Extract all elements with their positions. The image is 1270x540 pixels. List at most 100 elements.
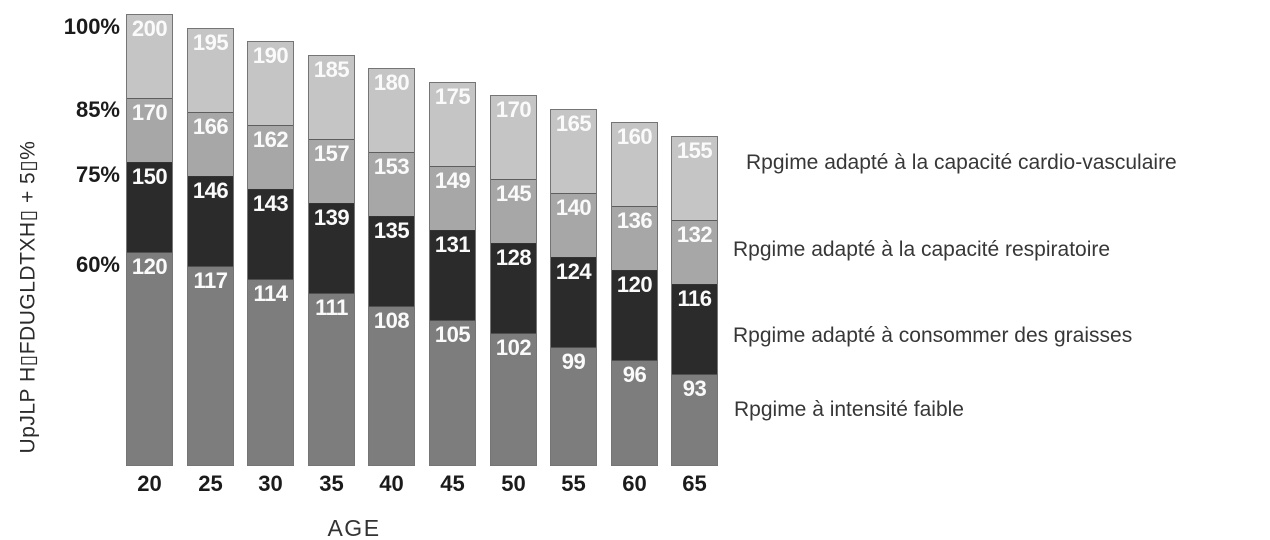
bar-age-40: 180 153 135 108 xyxy=(368,68,415,466)
segment-value: 190 xyxy=(252,43,289,68)
segment: 131 xyxy=(430,230,475,320)
segment: 135 xyxy=(369,216,414,306)
segment-value: 114 xyxy=(253,280,289,306)
segment: 114 xyxy=(248,278,293,466)
bar-age-65: 155 132 116 93 xyxy=(671,136,718,466)
segment-value: 146 xyxy=(192,178,229,204)
segment-value: 150 xyxy=(131,164,168,190)
segment: 145 xyxy=(491,178,536,244)
segment: 200 xyxy=(127,15,172,98)
segment: 160 xyxy=(612,123,657,206)
bar-age-35: 185 157 139 111 xyxy=(308,55,355,466)
segment-value: 128 xyxy=(495,245,532,271)
segment: 149 xyxy=(430,165,475,231)
segment-value: 165 xyxy=(555,111,592,136)
x-tick-35: 35 xyxy=(319,471,344,496)
segment-value: 111 xyxy=(315,294,348,320)
y-tick-60pct: 60% xyxy=(75,252,120,277)
segment: 116 xyxy=(672,284,717,374)
segment: 153 xyxy=(369,151,414,217)
segment-value: 200 xyxy=(131,16,168,41)
segment: 105 xyxy=(430,319,475,465)
segment: 120 xyxy=(127,251,172,465)
segment-value: 175 xyxy=(434,84,471,109)
segment: 162 xyxy=(248,124,293,190)
x-tick-40: 40 xyxy=(379,471,404,496)
segment-value: 140 xyxy=(555,194,592,220)
segment: 195 xyxy=(188,29,233,112)
segment-value: 124 xyxy=(555,259,592,285)
x-tick-55: 55 xyxy=(561,471,586,496)
segment: 96 xyxy=(612,359,657,466)
bar-age-25: 195 166 146 117 xyxy=(187,28,234,466)
segment-value: 145 xyxy=(495,180,532,206)
x-tick-30: 30 xyxy=(258,471,283,496)
segment-value: 157 xyxy=(313,140,350,166)
segment: 120 xyxy=(612,270,657,360)
legend-item-0: Rpgime adapté à la capacité cardio-vascu… xyxy=(746,151,1177,174)
bar-age-55: 165 140 124 99 xyxy=(550,109,597,466)
segment-value: 166 xyxy=(192,113,229,139)
legend-item-3: Rpgime à intensité faible xyxy=(734,398,964,421)
segment-value: 149 xyxy=(434,167,471,193)
segment-value: 195 xyxy=(192,30,229,55)
y-tick-75pct: 75% xyxy=(75,162,120,187)
segment: 111 xyxy=(309,292,354,465)
y-axis-title: UpJLP H▯FDUGLDTXH▯ + 5▯% xyxy=(16,140,40,454)
segment: 136 xyxy=(612,205,657,271)
segment: 124 xyxy=(551,257,596,347)
x-tick-45: 45 xyxy=(440,471,465,496)
segment-value: 105 xyxy=(434,321,471,347)
segment-value: 96 xyxy=(622,361,647,387)
y-tick-100pct: 100% xyxy=(63,14,120,39)
segment: 146 xyxy=(188,176,233,266)
x-tick-50: 50 xyxy=(501,471,526,496)
segment: 155 xyxy=(672,137,717,220)
segment: 108 xyxy=(369,305,414,465)
segment-value: 180 xyxy=(373,70,410,95)
segment-value: 120 xyxy=(616,272,653,298)
segment-value: 160 xyxy=(616,124,653,149)
segment-value: 132 xyxy=(676,221,713,247)
segment-value: 116 xyxy=(677,286,713,312)
segment-value: 135 xyxy=(373,218,410,244)
segment: 132 xyxy=(672,219,717,285)
segment-value: 136 xyxy=(616,207,653,233)
segment-value: 108 xyxy=(373,307,410,333)
segment: 139 xyxy=(309,203,354,293)
segment-value: 153 xyxy=(373,153,410,179)
segment: 166 xyxy=(188,111,233,177)
segment: 175 xyxy=(430,83,475,166)
x-axis-title: AGE xyxy=(327,515,381,540)
x-tick-60: 60 xyxy=(622,471,647,496)
segment-value: 93 xyxy=(682,375,707,401)
segment: 143 xyxy=(248,189,293,279)
segment: 190 xyxy=(248,42,293,125)
segment: 180 xyxy=(369,69,414,152)
segment: 102 xyxy=(491,332,536,465)
x-tick-20: 20 xyxy=(137,471,162,496)
segment-value: 120 xyxy=(131,253,168,279)
bar-age-45: 175 149 131 105 xyxy=(429,82,476,466)
segment-value: 102 xyxy=(495,334,532,360)
segment-value: 99 xyxy=(561,348,586,374)
segment: 170 xyxy=(127,97,172,163)
segment: 157 xyxy=(309,138,354,204)
legend-item-2: Rpgime adapté à consommer des graisses xyxy=(733,324,1133,347)
segment: 93 xyxy=(672,373,717,465)
y-tick-85pct: 85% xyxy=(75,97,120,122)
segment: 150 xyxy=(127,162,172,252)
segment-value: 155 xyxy=(676,138,713,163)
segment: 165 xyxy=(551,110,596,193)
segment: 170 xyxy=(491,96,536,179)
bar-age-60: 160 136 120 96 xyxy=(611,122,658,466)
bar-age-20: 200 170 150 120 xyxy=(126,14,173,466)
segment: 185 xyxy=(309,56,354,139)
segment: 117 xyxy=(188,265,233,465)
x-tick-65: 65 xyxy=(682,471,707,496)
segment-value: 170 xyxy=(495,97,532,122)
segment-value: 139 xyxy=(313,205,350,231)
bar-age-50: 170 145 128 102 xyxy=(490,95,537,466)
segment: 128 xyxy=(491,243,536,333)
